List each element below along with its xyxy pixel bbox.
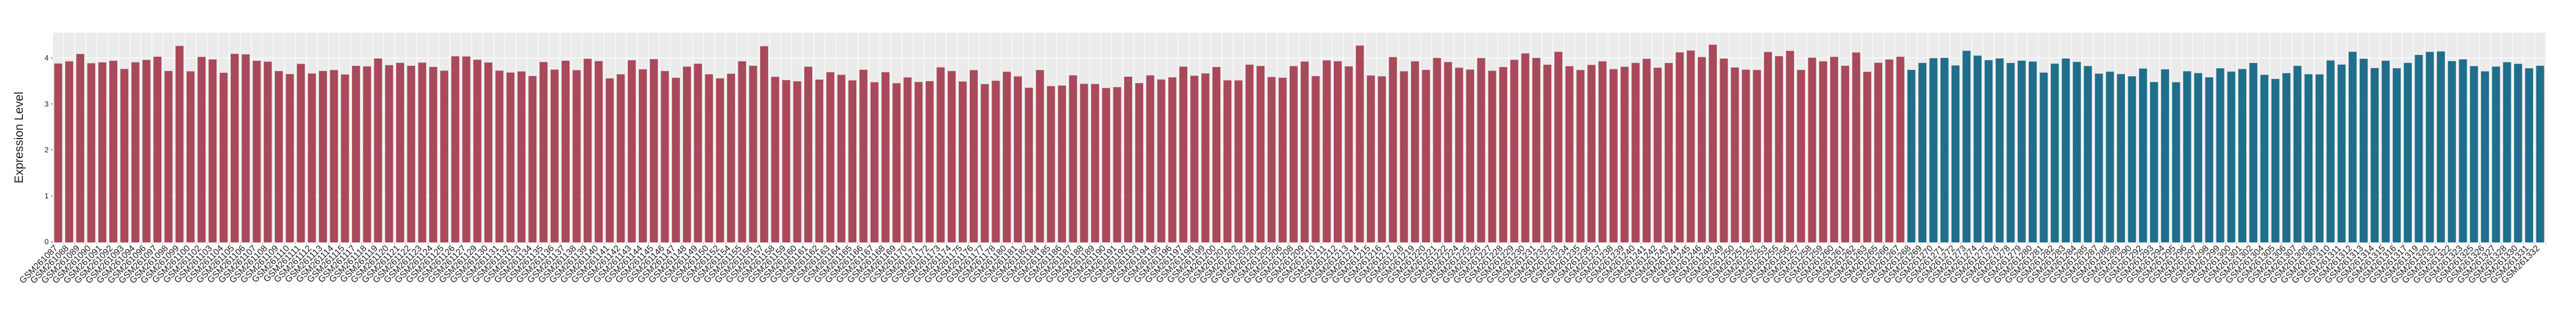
svg-text:4: 4 xyxy=(45,54,49,62)
svg-text:1: 1 xyxy=(45,191,49,200)
svg-text:0: 0 xyxy=(45,238,49,246)
svg-text:Expression Level: Expression Level xyxy=(13,92,26,183)
svg-text:2: 2 xyxy=(45,145,49,154)
svg-text:3: 3 xyxy=(45,100,49,108)
